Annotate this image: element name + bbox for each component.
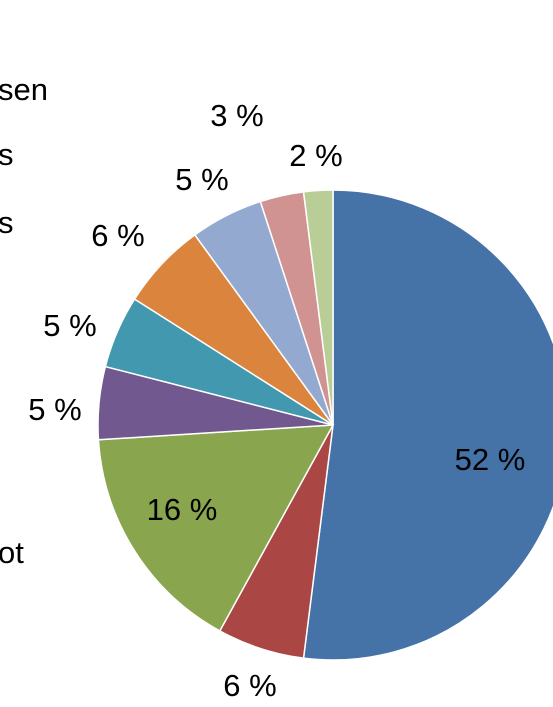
data-label: 6 % <box>91 218 144 253</box>
legend-text: sen <box>0 72 48 107</box>
data-label: 6 % <box>223 668 276 703</box>
data-label: 5 % <box>43 308 96 343</box>
data-label: 2 % <box>289 138 342 173</box>
legend-text: ot <box>0 535 24 570</box>
data-label: 3 % <box>210 98 263 133</box>
legend-text: s <box>0 137 14 172</box>
legend-text: s <box>0 205 14 240</box>
data-label: 16 % <box>147 492 218 527</box>
data-label: 5 % <box>28 392 81 427</box>
pie-slice <box>97 424 335 632</box>
data-label: 52 % <box>455 442 526 477</box>
data-label: 5 % <box>175 162 228 197</box>
pie-slice <box>302 189 334 426</box>
pie-slice <box>302 189 553 661</box>
